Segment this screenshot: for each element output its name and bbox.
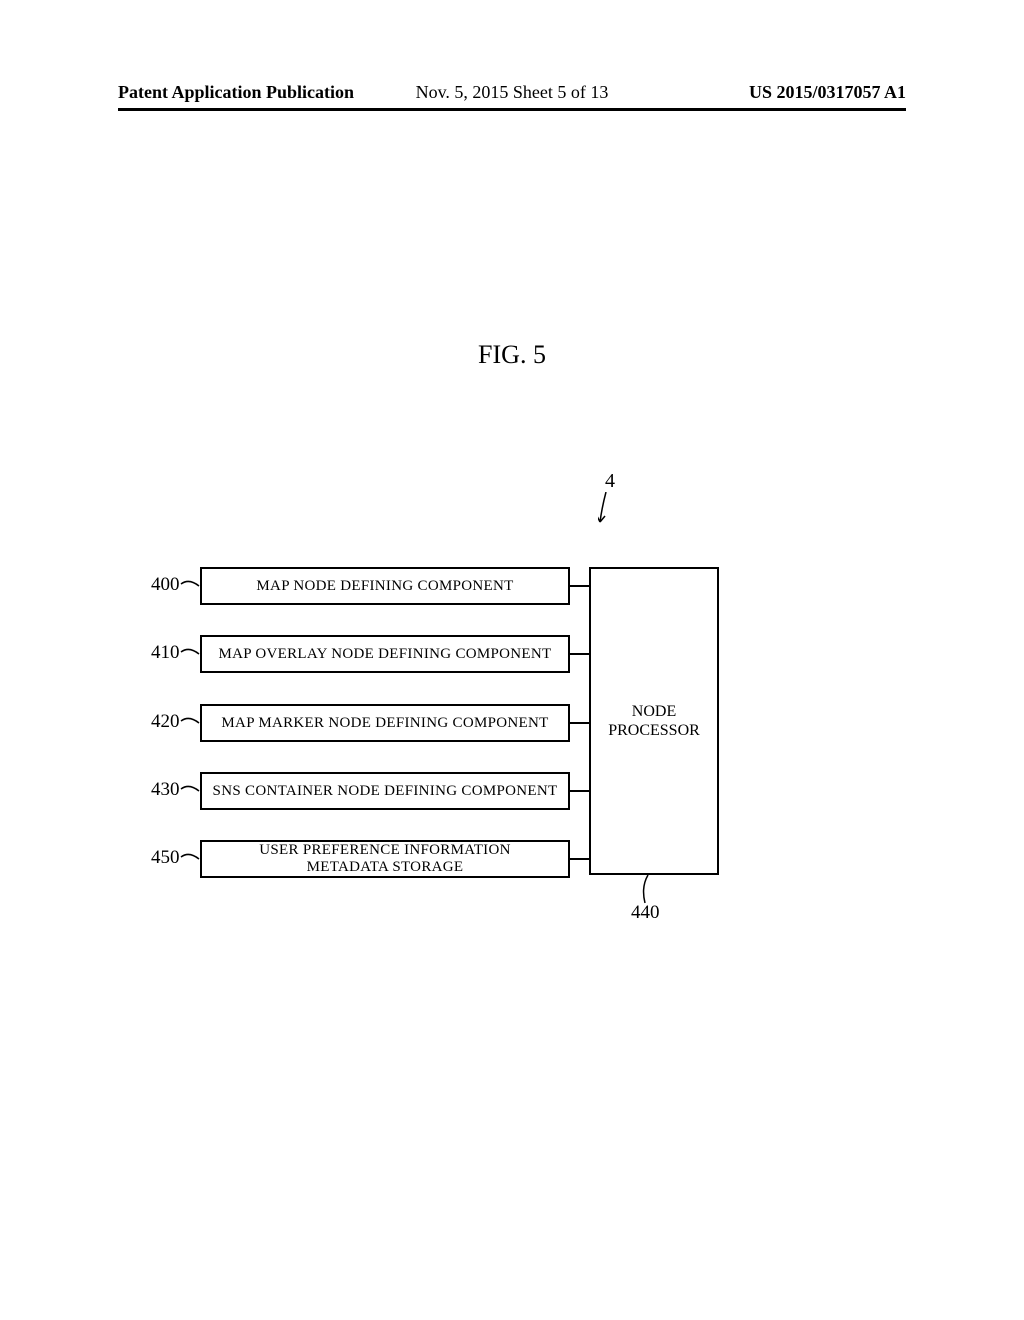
component-410-text: MAP OVERLAY NODE DEFINING COMPONENT [218,646,551,663]
component-420-box: MAP MARKER NODE DEFINING COMPONENT [200,704,570,742]
header-publication: Patent Application Publication [118,82,354,103]
node-processor-label: NODE PROCESSOR [608,702,700,740]
header-rule [118,108,906,111]
connector-420 [570,720,590,726]
node-processor-box: NODE PROCESSOR [589,567,719,875]
ref-450-label: 450 [151,847,180,869]
component-450-text: USER PREFERENCE INFORMATION METADATA STO… [259,842,510,877]
header-date-sheet: Nov. 5, 2015 Sheet 5 of 13 [416,82,609,103]
figure-title: FIG. 5 [478,340,546,370]
assembly-ref-arrow [598,492,628,532]
page-header: Patent Application Publication Nov. 5, 2… [0,82,1024,103]
ref-430-label: 430 [151,779,180,801]
connector-400 [570,583,590,589]
connector-450 [570,856,590,862]
component-400-text: MAP NODE DEFINING COMPONENT [256,578,513,595]
block-diagram: 4 NODE PROCESSOR 440 400 MAP NODE DEFINI… [153,470,873,950]
component-420-text: MAP MARKER NODE DEFINING COMPONENT [221,715,548,732]
ref-400-label: 400 [151,574,180,596]
component-400-box: MAP NODE DEFINING COMPONENT [200,567,570,605]
header-patent-number: US 2015/0317057 A1 [749,82,906,103]
connector-430 [570,788,590,794]
component-410-box: MAP OVERLAY NODE DEFINING COMPONENT [200,635,570,673]
assembly-ref-label: 4 [605,470,615,493]
component-430-text: SNS CONTAINER NODE DEFINING COMPONENT [213,783,558,800]
ref-440-label: 440 [631,902,660,924]
ref-410-label: 410 [151,642,180,664]
component-450-box: USER PREFERENCE INFORMATION METADATA STO… [200,840,570,878]
component-430-box: SNS CONTAINER NODE DEFINING COMPONENT [200,772,570,810]
ref-420-label: 420 [151,711,180,733]
connector-410 [570,651,590,657]
